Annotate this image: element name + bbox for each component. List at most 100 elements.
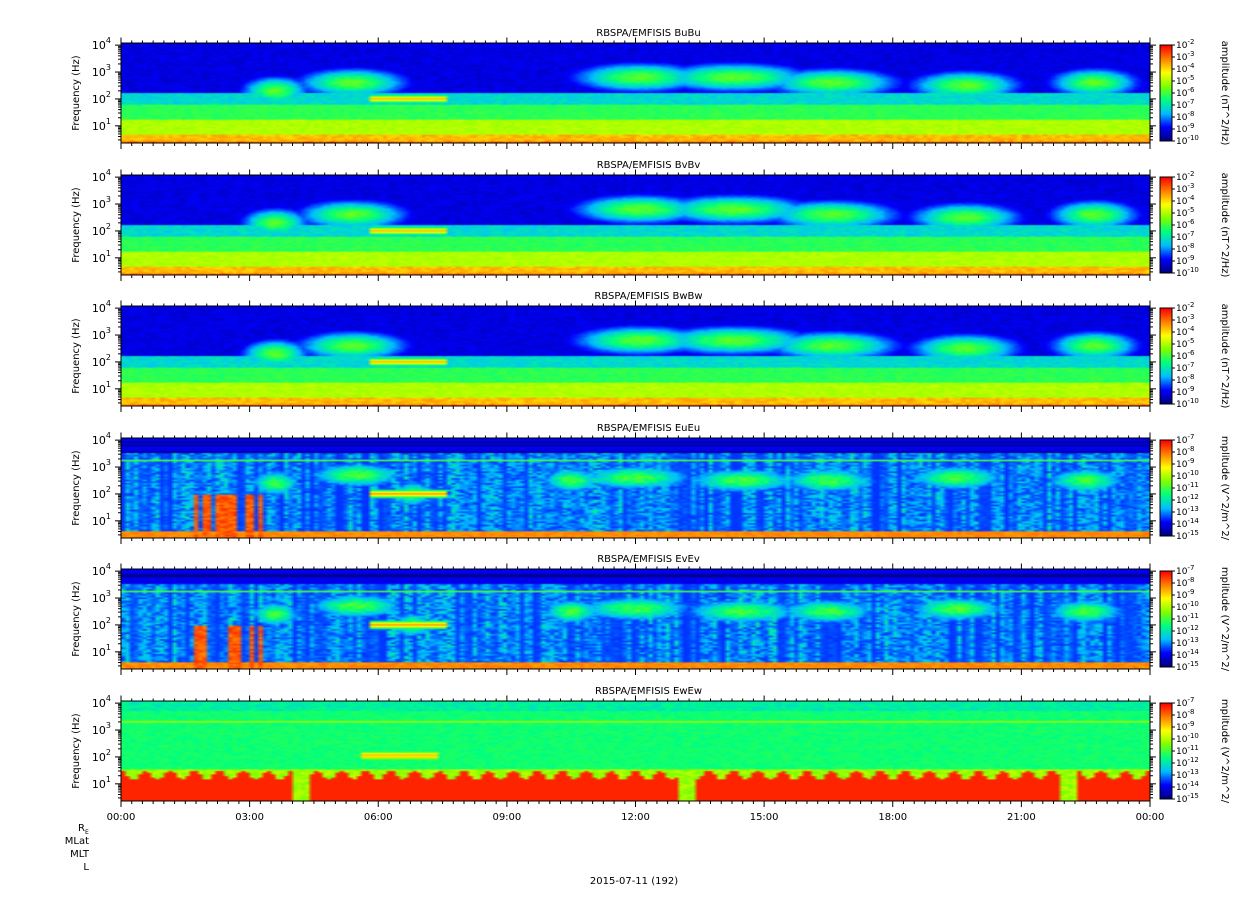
colorbar-tick-label: 10-9	[1176, 720, 1194, 733]
y-tick-label: 104	[92, 299, 111, 315]
ephemeris-label-re: RE	[78, 823, 89, 836]
y-tick-label: 102	[92, 90, 111, 106]
y-tick-label: 103	[92, 63, 111, 79]
y-tick-label: 101	[92, 512, 111, 528]
colorbar-tick-label: 10-8	[1176, 373, 1194, 386]
colorbar-tick-label: 10-4	[1176, 194, 1195, 207]
x-tick-label: 06:00	[364, 812, 393, 823]
ephemeris-label-mlt: MLT	[70, 849, 90, 860]
y-tick-label: 103	[92, 721, 111, 737]
ephemeris-labels: RE MLat MLT L	[65, 823, 90, 873]
colorbar-tick-label: 10-6	[1176, 218, 1195, 231]
x-tick-label: 00:00	[1136, 812, 1165, 823]
colorbar-tick-label: 10-7	[1176, 361, 1194, 374]
colorbar-tick-label: 10-7	[1176, 696, 1194, 709]
y-tick-label: 104	[92, 168, 111, 184]
y-tick-label: 102	[92, 616, 111, 632]
date-label: 2015-07-11 (192)	[590, 876, 678, 887]
colorbar-gradient	[1160, 703, 1172, 799]
x-tick-label: 09:00	[492, 812, 521, 823]
colorbar-tick-label: 10-9	[1176, 457, 1194, 470]
colorbar-tick-label: 10-8	[1176, 576, 1194, 589]
colorbar-tick-label: 10-3	[1176, 50, 1194, 63]
y-tick-label: 101	[92, 249, 111, 265]
colorbar-tick-label: 10-5	[1176, 74, 1194, 87]
panel-title: RBSPA/EMFISIS EvEv	[597, 554, 700, 565]
colorbar-tick-label: 10-14	[1176, 517, 1199, 530]
x-tick-label: 15:00	[750, 812, 779, 823]
y-axis-label: Frequency (Hz)	[71, 187, 82, 263]
y-tick-label: 103	[92, 589, 111, 605]
y-tick-label: 101	[92, 380, 111, 396]
panel-6: RBSPA/EMFISIS EwEw 101 102 103 104 Frequency …	[71, 686, 1230, 823]
colorbar-label: mplitude (V^2/m^2/	[1219, 436, 1230, 541]
colorbar-tick-label: 10-10	[1176, 732, 1199, 745]
y-tick-label: 104	[92, 431, 111, 447]
colorbar-tick-label: 10-4	[1176, 325, 1195, 338]
colorbar-gradient	[1160, 308, 1172, 404]
colorbar-tick-label: 10-10	[1176, 600, 1199, 613]
colorbar-gradient	[1160, 440, 1172, 536]
colorbar-tick-label: 10-2	[1176, 38, 1194, 51]
colorbar-tick-label: 10-7	[1176, 564, 1194, 577]
colorbar-tick-label: 10-13	[1176, 768, 1199, 781]
colorbar-tick-label: 10-10	[1176, 397, 1199, 410]
x-tick-label: 03:00	[235, 812, 264, 823]
colorbar-tick-label: 10-14	[1176, 780, 1199, 793]
colorbar-tick-label: 10-9	[1176, 122, 1194, 135]
colorbar-tick-label: 10-10	[1176, 266, 1199, 279]
x-tick-label: 21:00	[1007, 812, 1036, 823]
panel-2: RBSPA/EMFISIS BvBv 101 102 103 104 Frequency …	[71, 160, 1230, 281]
panels: RBSPA/EMFISIS BuBu 101 102 103 104 Frequency …	[71, 28, 1230, 823]
colorbar-tick-label: 10-8	[1176, 110, 1194, 123]
colorbar-tick-label: 10-6	[1176, 349, 1195, 362]
colorbar-tick-label: 10-2	[1176, 301, 1194, 314]
y-tick-label: 104	[92, 694, 111, 710]
colorbar-tick-label: 10-11	[1176, 744, 1199, 757]
colorbar-label: mplitude (V^2/m^2/	[1219, 699, 1230, 804]
y-axis-label: Frequency (Hz)	[71, 581, 82, 657]
colorbar-tick-label: 10-2	[1176, 170, 1194, 183]
spectrogram-image	[121, 701, 1150, 801]
colorbar-gradient	[1160, 177, 1172, 273]
y-tick-label: 104	[92, 36, 111, 52]
y-axis-label: Frequency (Hz)	[71, 450, 82, 526]
y-tick-label: 101	[92, 643, 111, 659]
spectrogram-image	[121, 175, 1150, 275]
colorbar-tick-label: 10-12	[1176, 624, 1199, 637]
panel-3: RBSPA/EMFISIS BwBw 101 102 103 104 Frequency …	[71, 291, 1230, 412]
colorbar-tick-label: 10-9	[1176, 254, 1194, 267]
spectrogram-image	[121, 569, 1150, 669]
colorbar-label: amplitude (nT^2/Hz)	[1219, 304, 1230, 409]
spectrogram-image	[121, 438, 1150, 538]
ephemeris-subscript: E	[85, 829, 89, 836]
panel-4: RBSPA/EMFISIS EuEu 101 102 103 104 Frequency …	[71, 423, 1230, 544]
colorbar-tick-label: 10-12	[1176, 493, 1199, 506]
y-axis-label: Frequency (Hz)	[71, 55, 82, 131]
colorbar-label: amplitude (nT^2/Hz)	[1219, 41, 1230, 146]
colorbar-tick-label: 10-15	[1176, 660, 1199, 673]
colorbar-tick-label: 10-12	[1176, 756, 1199, 769]
y-tick-label: 103	[92, 326, 111, 342]
colorbar-tick-label: 10-7	[1176, 433, 1194, 446]
colorbar-tick-label: 10-8	[1176, 708, 1194, 721]
colorbar-tick-label: 10-13	[1176, 636, 1199, 649]
panel-title: RBSPA/EMFISIS BvBv	[597, 160, 701, 171]
colorbar-gradient	[1160, 571, 1172, 667]
colorbar-tick-label: 10-9	[1176, 588, 1194, 601]
colorbar-tick-label: 10-5	[1176, 206, 1194, 219]
colorbar-tick-label: 10-3	[1176, 182, 1194, 195]
colorbar-tick-label: 10-13	[1176, 505, 1199, 518]
panel-5: RBSPA/EMFISIS EvEv 101 102 103 104 Frequency …	[71, 554, 1230, 675]
colorbar-tick-label: 10-4	[1176, 62, 1195, 75]
colorbar-tick-label: 10-11	[1176, 612, 1199, 625]
x-tick-label: 00:00	[107, 812, 136, 823]
colorbar-tick-label: 10-7	[1176, 230, 1194, 243]
colorbar-tick-label: 10-8	[1176, 242, 1194, 255]
y-tick-label: 102	[92, 222, 111, 238]
colorbar-tick-label: 10-5	[1176, 337, 1194, 350]
colorbar-tick-label: 10-8	[1176, 445, 1194, 458]
y-tick-label: 104	[92, 562, 111, 578]
